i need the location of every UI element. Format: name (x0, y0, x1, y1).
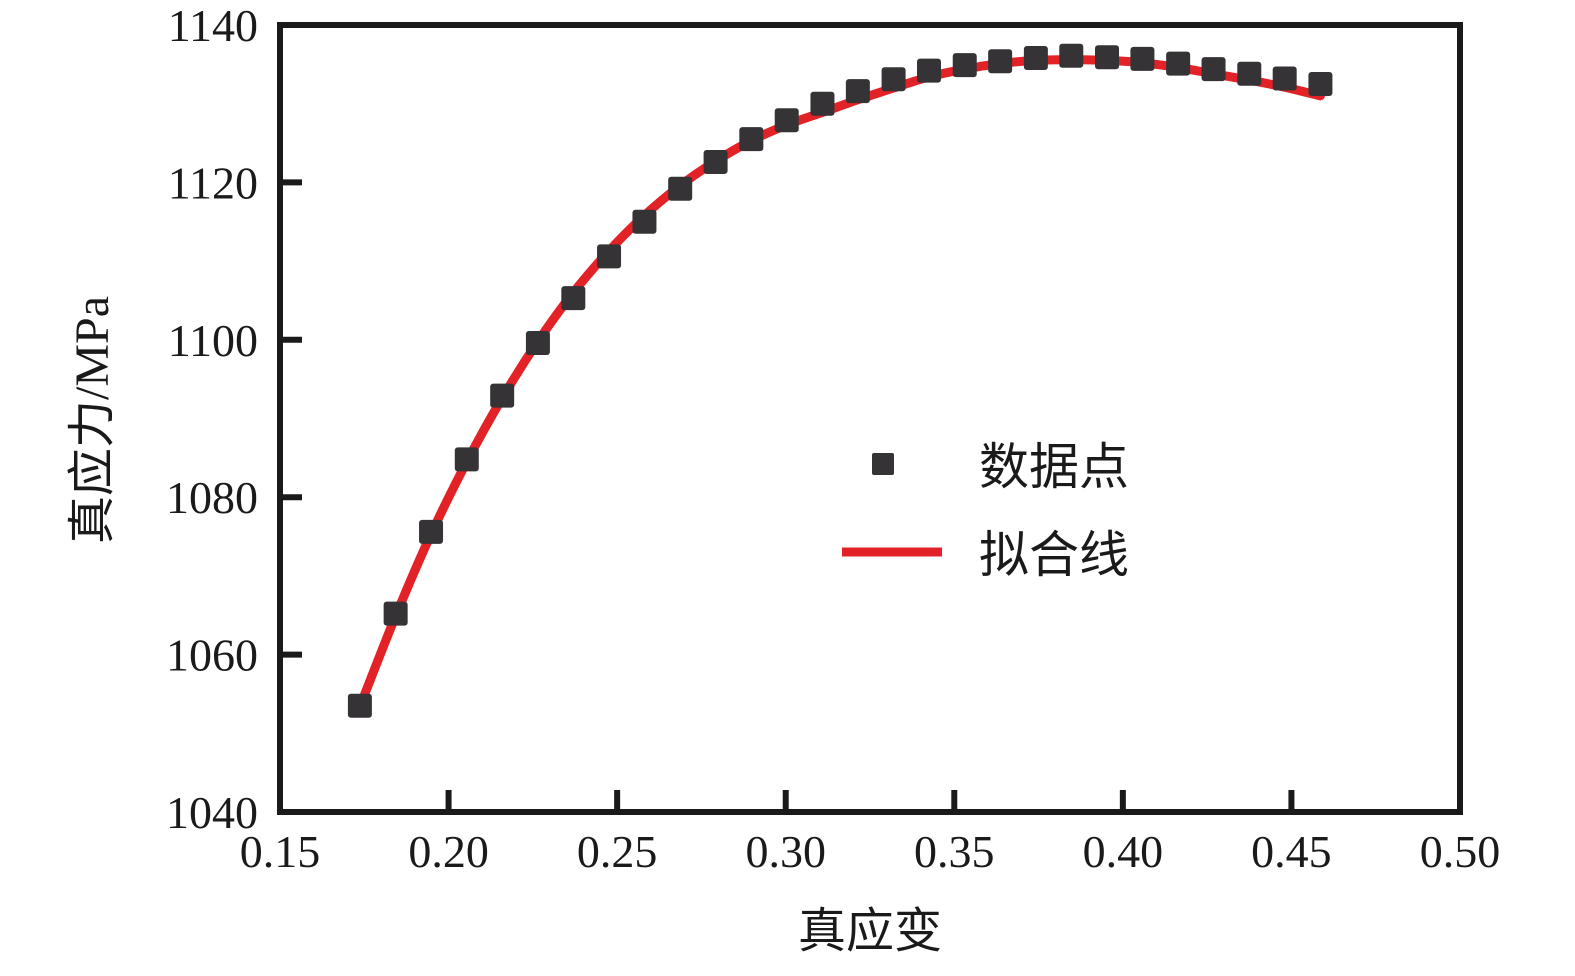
data-point-marker (988, 49, 1013, 74)
legend-marker-swatch (872, 453, 894, 475)
y-tick-label: 1120 (168, 157, 258, 208)
data-point-marker (1095, 45, 1120, 70)
y-tick-label: 1100 (168, 315, 258, 366)
data-point-marker (739, 127, 764, 152)
axes-spines (277, 22, 1463, 815)
x-tick-label: 0.30 (745, 826, 826, 877)
x-tick-label: 0.20 (408, 826, 489, 877)
x-tick-label: 0.25 (577, 826, 658, 877)
data-point-marker (632, 209, 657, 234)
x-axis-ticks (445, 790, 1295, 812)
y-tick-label: 1060 (166, 630, 258, 681)
x-tick-label: 0.15 (240, 826, 321, 877)
x-tick-label: 0.45 (1251, 826, 1332, 877)
x-axis-tick-labels: 0.15 0.20 0.25 0.30 0.35 0.40 0.45 0.50 (240, 826, 1501, 877)
data-point-marker (1201, 57, 1226, 82)
x-tick-label: 0.50 (1420, 826, 1501, 877)
data-point-marker (454, 447, 479, 472)
data-point-marker (490, 383, 515, 408)
y-axis-ticks (280, 179, 302, 658)
plot-frame (277, 22, 1463, 815)
data-point-marker (419, 519, 444, 544)
data-point-marker (383, 601, 408, 626)
legend-label: 拟合线 (979, 527, 1129, 583)
data-point-marker (881, 67, 906, 92)
x-tick-label: 0.35 (914, 826, 995, 877)
x-tick-label: 0.40 (1083, 826, 1164, 877)
y-tick-label: 1080 (166, 472, 258, 523)
data-point-marker (845, 79, 870, 104)
data-point-series (347, 43, 1333, 718)
data-point-marker (703, 149, 728, 174)
y-axis-tick-labels: 1040 1060 1080 1100 1120 1140 (166, 0, 258, 838)
data-point-marker (1130, 46, 1155, 71)
data-point-marker (1166, 51, 1191, 76)
legend-label: 数据点 (979, 439, 1129, 495)
data-point-marker (1272, 66, 1297, 91)
data-point-marker (810, 91, 835, 116)
data-point-marker (1237, 61, 1262, 86)
data-point-marker (917, 58, 941, 83)
data-point-marker (952, 53, 977, 78)
data-point-marker (1308, 72, 1333, 97)
y-tick-label: 1140 (168, 0, 258, 51)
data-point-marker (668, 176, 693, 201)
data-point-marker (597, 244, 622, 269)
data-point-marker (347, 693, 372, 718)
data-point-marker (525, 330, 550, 355)
data-point-marker (1023, 46, 1048, 71)
data-point-marker (774, 108, 799, 133)
y-tick-label: 1040 (166, 787, 258, 838)
x-axis-title: 真应变 (798, 905, 942, 958)
data-point-marker (561, 286, 586, 311)
y-axis-title: 真应力/MPa (66, 296, 119, 544)
data-point-marker (1059, 43, 1084, 68)
